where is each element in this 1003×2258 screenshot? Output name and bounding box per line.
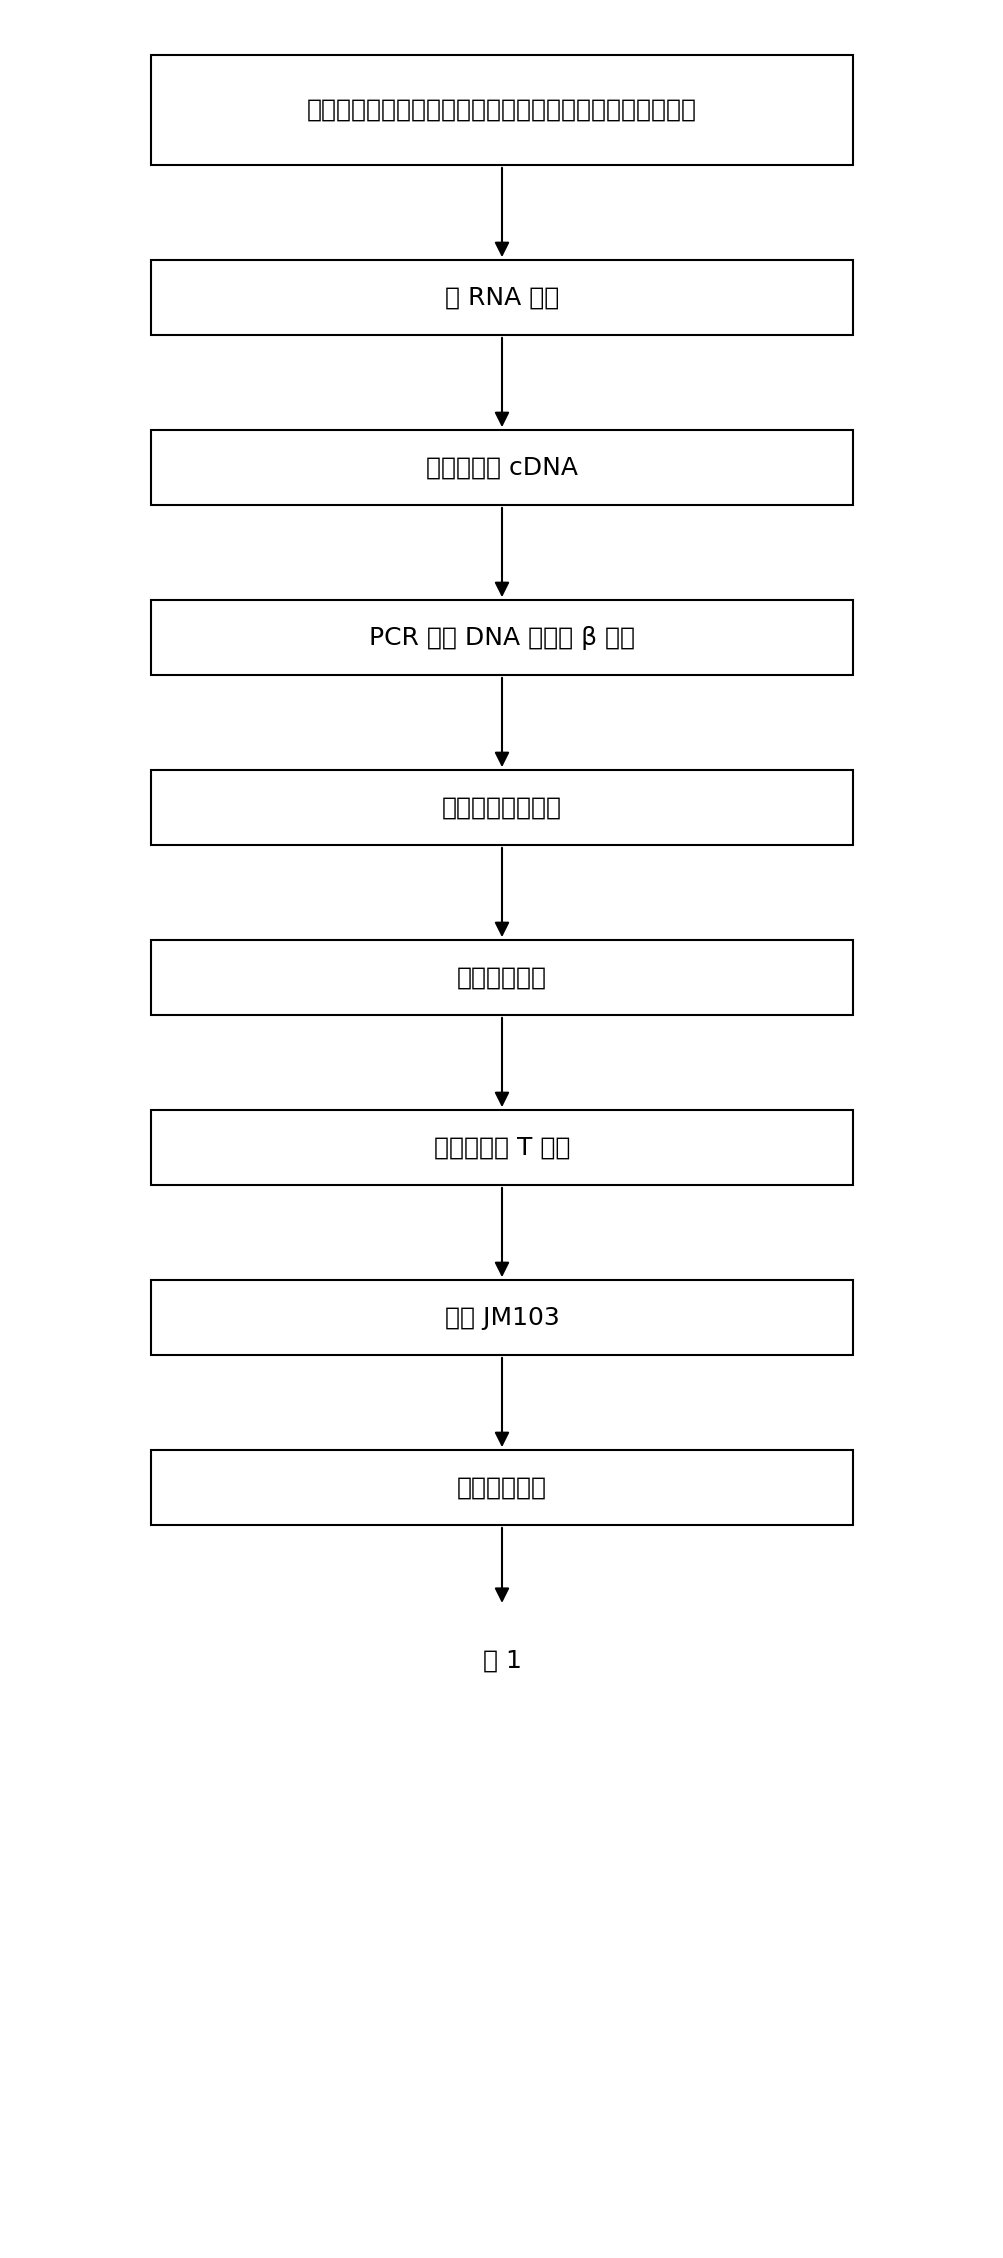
Text: 电泳回收扩增基因: 电泳回收扩增基因 <box>441 795 562 820</box>
Text: 转入 JM103: 转入 JM103 <box>444 1305 559 1330</box>
Text: PCR 扩增 DNA 聚合酶 β 基因: PCR 扩增 DNA 聚合酶 β 基因 <box>369 625 634 650</box>
Bar <box>150 601 853 675</box>
Text: 克隆重组入 T 载体: 克隆重组入 T 载体 <box>433 1136 570 1161</box>
Text: 取材：食管癌高发区中国林州，食管癌病人手术切除癌组织: 取材：食管癌高发区中国林州，食管癌病人手术切除癌组织 <box>307 97 696 122</box>
Bar <box>150 54 853 165</box>
Text: 总 RNA 提取: 总 RNA 提取 <box>444 285 559 309</box>
Bar <box>150 1111 853 1185</box>
Text: 筛选阳性克隆: 筛选阳性克隆 <box>456 1474 547 1499</box>
Bar <box>150 939 853 1016</box>
Text: 逆转录合成 cDNA: 逆转录合成 cDNA <box>425 456 578 479</box>
Bar <box>150 770 853 844</box>
Bar <box>150 1450 853 1524</box>
Bar <box>150 1280 853 1355</box>
Bar <box>150 260 853 334</box>
Text: 图 1: 图 1 <box>482 1648 521 1673</box>
Text: 纯化回收基因: 纯化回收基因 <box>456 966 547 989</box>
Bar <box>150 429 853 506</box>
